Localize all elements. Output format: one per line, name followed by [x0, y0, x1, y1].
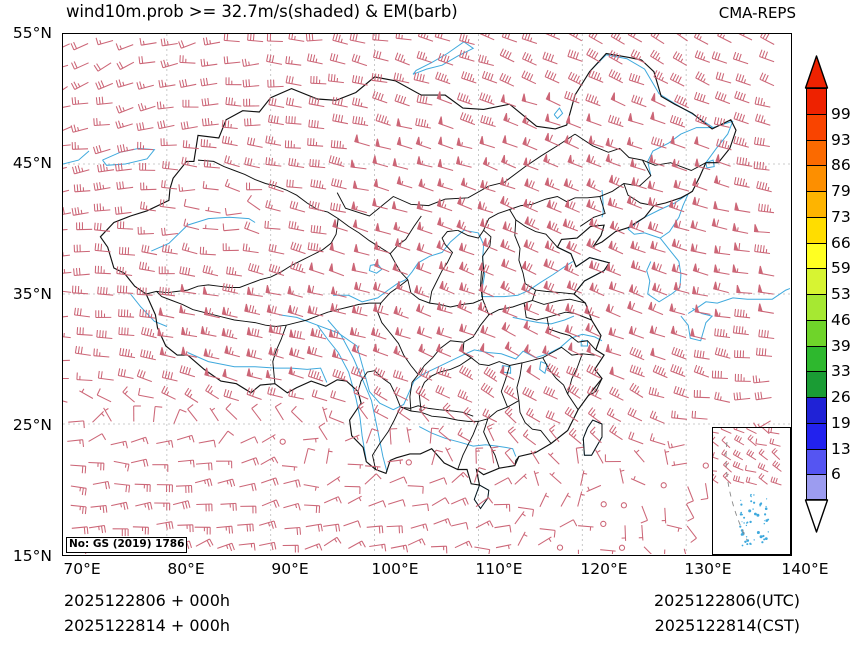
province-borders	[99, 52, 737, 510]
colorbar-tick-label: 53	[831, 285, 851, 303]
colorbar-segment	[806, 422, 827, 449]
calm-marker	[600, 520, 607, 528]
coastlines-rivers	[63, 41, 790, 510]
colorbar-segment	[806, 242, 827, 269]
colorbar-tick-label: 86	[831, 156, 851, 175]
colorbar-segment	[806, 113, 827, 140]
y-tick-label: 55°N	[12, 24, 52, 42]
x-tick-label: 100°E	[371, 560, 419, 578]
colorbar-segment	[806, 139, 827, 166]
calm-marker	[702, 462, 709, 469]
wind-barbs	[63, 34, 775, 554]
y-tick-label: 25°N	[12, 416, 52, 434]
colorbar-tick-label: 79	[831, 182, 851, 200]
colorbar-segment	[806, 319, 827, 346]
colorbar-segment	[806, 294, 827, 320]
colorbar-segment	[806, 371, 827, 397]
x-tick-label: 120°E	[580, 560, 628, 578]
valid-time-cst-label: 2025122814(CST)	[654, 616, 800, 635]
south-china-sea-inset	[712, 427, 791, 555]
colorbar-segment	[806, 448, 827, 475]
colorbar-tick-label: 19	[831, 413, 851, 432]
colorbar[interactable]: 99 93 86 79 73 66 59 53 46 39 33 26 19 13 6	[800, 40, 860, 540]
calm-marker	[660, 482, 667, 489]
colorbar-tick-label: 33	[831, 362, 851, 381]
colorbar-segment	[806, 191, 827, 217]
calm-marker	[620, 502, 628, 509]
colorbar-segment	[806, 474, 827, 500]
calm-marker	[556, 544, 564, 551]
colorbar-segment	[806, 345, 827, 372]
colorbar-segment	[806, 165, 827, 191]
map-credit-label: No: GS (2019) 1786	[66, 537, 188, 553]
inset-canvas	[713, 428, 782, 547]
page-title: wind10m.prob >= 32.7m/s(shaded) & EM(bar…	[66, 2, 458, 21]
valid-time-utc-label: 2025122806(UTC)	[654, 591, 800, 610]
x-tick-label: 70°E	[63, 560, 101, 578]
model-label: CMA-REPS	[718, 4, 796, 22]
colorbar-tick-label: 13	[831, 439, 851, 458]
y-axis: 55°N 45°N 35°N 25°N 15°N	[0, 0, 58, 647]
x-tick-label: 130°E	[684, 560, 732, 578]
colorbar-tick-label: 99	[831, 104, 851, 123]
colorbar-tick-label: 6	[831, 465, 841, 484]
colorbar-tick-label: 26	[831, 388, 851, 406]
map-plot-area[interactable]: No: GS (2019) 1786	[62, 33, 792, 556]
colorbar-tick-label: 39	[831, 336, 851, 355]
x-tick-label: 80°E	[167, 560, 205, 578]
y-tick-label: 45°N	[12, 154, 52, 172]
colorbar-segment	[806, 216, 827, 243]
x-tick-label: 140°E	[781, 560, 829, 578]
colorbar-segment	[806, 397, 827, 423]
colorbar-tick-label: 66	[831, 233, 851, 252]
map-canvas	[63, 34, 790, 554]
colorbar-tick-label: 46	[831, 310, 851, 329]
x-tick-label: 90°E	[271, 560, 309, 578]
colorbar-tick-label: 73	[831, 207, 851, 226]
calm-marker	[618, 544, 626, 551]
y-tick-label: 15°N	[12, 547, 52, 565]
colorbar-tick-label: 59	[831, 259, 851, 278]
colorbar-segment	[806, 88, 827, 114]
colorbar-segment	[806, 268, 827, 294]
init-time-utc-label: 2025122806 + 000h	[64, 591, 231, 610]
y-tick-label: 35°N	[12, 285, 52, 303]
x-tick-label: 110°E	[475, 560, 523, 578]
calm-marker	[405, 459, 412, 466]
colorbar-tick-label: 93	[831, 130, 851, 149]
calm-marker	[600, 501, 607, 508]
gridlines	[63, 34, 790, 554]
calm-marker	[279, 438, 286, 445]
init-time-cst-label: 2025122814 + 000h	[64, 616, 231, 635]
